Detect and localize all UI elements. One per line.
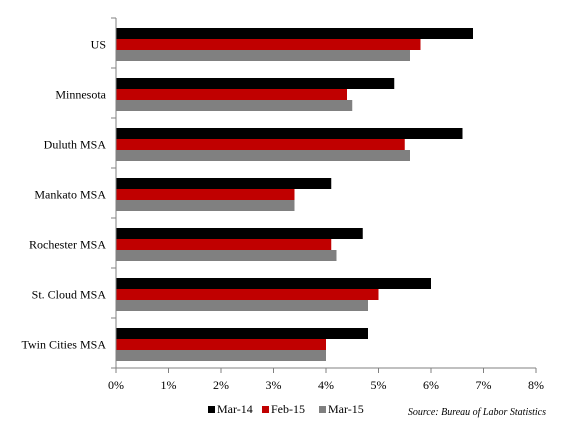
bar-mar-14-duluth-msa <box>116 128 463 139</box>
x-tick-label: 5% <box>371 378 387 392</box>
bar-mar-14-us <box>116 28 473 39</box>
bar-mar-15-us <box>116 50 410 61</box>
labels-group: US Minnesota Duluth MSA Mankato MSA Rocheste… <box>21 38 544 393</box>
bar-feb-15-duluth-msa <box>116 139 405 150</box>
bar-mar-15-mankato-msa <box>116 200 295 211</box>
legend-swatch-mar-14 <box>208 406 215 413</box>
x-tick-label: 2% <box>213 378 229 392</box>
category-label: Rochester MSA <box>29 238 106 252</box>
legend-swatch-mar-15 <box>319 406 326 413</box>
axes-group <box>111 17 537 373</box>
x-tick-label: 1% <box>161 378 177 392</box>
category-label: Duluth MSA <box>44 138 107 152</box>
bar-mar-14-mankato-msa <box>116 178 332 189</box>
legend-label: Mar-14 <box>217 402 253 416</box>
x-tick-label: 7% <box>476 378 492 392</box>
bar-mar-15-rochester-msa <box>116 250 337 261</box>
x-tick-label: 3% <box>266 378 282 392</box>
legend-label: Mar-15 <box>328 402 364 416</box>
bar-mar-15-minnesota <box>116 100 353 111</box>
category-label: Twin Cities MSA <box>21 338 106 352</box>
source-note: Source: Bureau of Labor Statistics <box>408 407 546 418</box>
bar-mar-14-st-cloud-msa <box>116 278 431 289</box>
category-label: St. Cloud MSA <box>32 288 107 302</box>
legend: Mar-14 Feb-15 Mar-15 <box>208 402 364 416</box>
legend-label: Feb-15 <box>271 402 305 416</box>
category-label: Mankato MSA <box>34 188 106 202</box>
bars-group <box>116 28 473 361</box>
legend-swatch-feb-15 <box>262 406 269 413</box>
bar-feb-15-us <box>116 39 421 50</box>
bar-mar-15-twin-cities-msa <box>116 350 326 361</box>
bar-feb-15-mankato-msa <box>116 189 295 200</box>
bar-feb-15-st-cloud-msa <box>116 289 379 300</box>
bar-mar-15-duluth-msa <box>116 150 410 161</box>
x-tick-label: 0% <box>108 378 124 392</box>
bar-mar-14-twin-cities-msa <box>116 328 368 339</box>
category-label: Minnesota <box>55 88 106 102</box>
bar-feb-15-minnesota <box>116 89 347 100</box>
bar-mar-15-st-cloud-msa <box>116 300 368 311</box>
x-tick-label: 6% <box>423 378 439 392</box>
bar-feb-15-twin-cities-msa <box>116 339 326 350</box>
bar-feb-15-rochester-msa <box>116 239 332 250</box>
bar-mar-14-minnesota <box>116 78 395 89</box>
bar-mar-14-rochester-msa <box>116 228 363 239</box>
x-tick-label: 4% <box>318 378 334 392</box>
x-tick-label: 8% <box>528 378 544 392</box>
category-label: US <box>91 38 106 52</box>
